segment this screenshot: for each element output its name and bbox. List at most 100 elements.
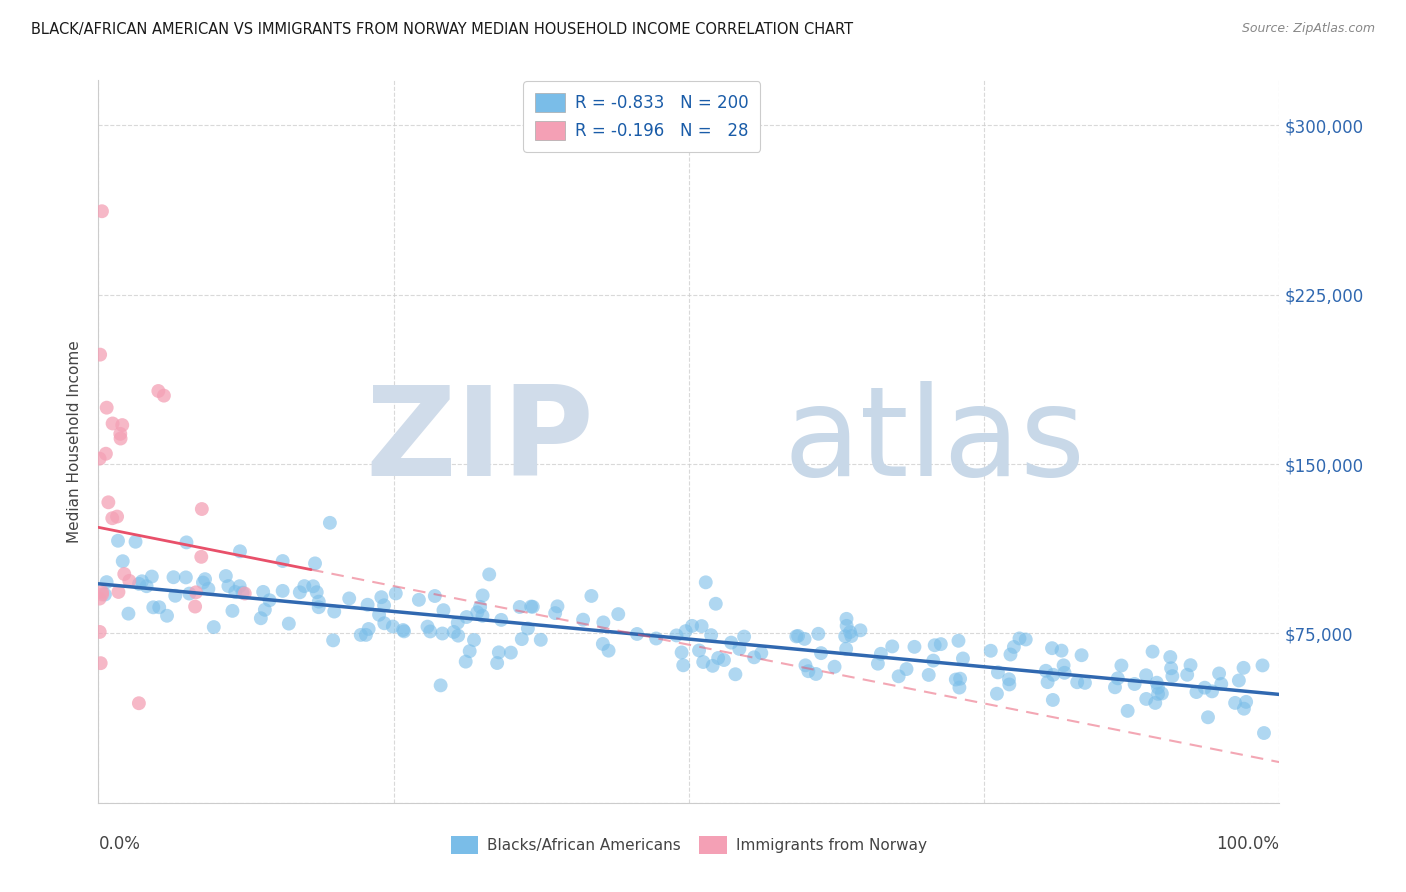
Text: BLACK/AFRICAN AMERICAN VS IMMIGRANTS FROM NORWAY MEDIAN HOUSEHOLD INCOME CORRELA: BLACK/AFRICAN AMERICAN VS IMMIGRANTS FRO… [31, 22, 853, 37]
Point [105, 509, 128, 524]
Point [785, 629, 807, 643]
Point [522, 599, 544, 614]
Point [148, 600, 170, 615]
Point [1227, 673, 1250, 688]
Point [1135, 692, 1157, 706]
Point [97, 495, 120, 509]
Point [101, 511, 124, 525]
Point [704, 597, 727, 611]
Point [447, 615, 470, 630]
Point [107, 585, 129, 599]
Point [271, 583, 294, 598]
Point [131, 574, 153, 589]
Point [184, 599, 207, 614]
Point [174, 570, 197, 584]
Point [1035, 664, 1057, 678]
Point [357, 622, 380, 636]
Point [835, 641, 858, 656]
Point [232, 585, 254, 599]
Point [1175, 667, 1198, 681]
Point [1253, 726, 1275, 740]
Point [488, 645, 510, 659]
Point [91, 204, 114, 219]
Point [432, 626, 454, 640]
Point [89, 451, 111, 466]
Point [849, 624, 872, 638]
Point [224, 585, 246, 599]
Point [118, 574, 141, 588]
Point [142, 600, 165, 615]
Point [1002, 640, 1025, 654]
Point [804, 667, 827, 681]
Point [998, 677, 1021, 691]
Point [922, 654, 945, 668]
Point [1208, 666, 1230, 681]
Point [713, 653, 735, 667]
Point [1104, 680, 1126, 694]
Point [1053, 665, 1076, 680]
Point [89, 348, 111, 362]
Point [419, 624, 441, 639]
Point [870, 647, 893, 661]
Point [945, 673, 967, 687]
Point [1201, 684, 1223, 698]
Point [882, 640, 904, 654]
Point [948, 681, 970, 695]
Point [546, 599, 568, 614]
Point [305, 585, 328, 599]
Point [128, 577, 150, 591]
Point [626, 627, 648, 641]
Point [986, 687, 1008, 701]
Point [980, 644, 1002, 658]
Point [215, 569, 238, 583]
Point [700, 628, 723, 642]
Point [607, 607, 630, 621]
Point [824, 659, 846, 673]
Point [1123, 677, 1146, 691]
Point [572, 613, 595, 627]
Point [1185, 685, 1208, 699]
Point [373, 616, 395, 631]
Point [581, 589, 603, 603]
Point [456, 610, 478, 624]
Point [1251, 658, 1274, 673]
Point [592, 637, 614, 651]
Point [1159, 650, 1181, 665]
Point [1160, 661, 1182, 675]
Point [1223, 696, 1246, 710]
Point [463, 633, 485, 648]
Point [221, 604, 243, 618]
Point [728, 641, 751, 656]
Point [598, 643, 620, 657]
Point [141, 569, 163, 583]
Point [111, 554, 134, 568]
Point [807, 627, 830, 641]
Point [1135, 668, 1157, 682]
Text: 0.0%: 0.0% [98, 835, 141, 854]
Point [165, 589, 187, 603]
Point [949, 672, 972, 686]
Point [124, 534, 146, 549]
Point [392, 624, 415, 639]
Point [1197, 710, 1219, 724]
Point [96, 575, 118, 590]
Point [184, 585, 207, 599]
Point [454, 655, 477, 669]
Point [373, 599, 395, 613]
Point [308, 594, 330, 608]
Point [948, 633, 970, 648]
Point [319, 516, 342, 530]
Point [179, 586, 201, 600]
Point [250, 611, 273, 625]
Point [793, 632, 815, 646]
Point [356, 598, 378, 612]
Point [233, 586, 256, 600]
Point [194, 572, 217, 586]
Point [688, 643, 710, 657]
Point [308, 600, 330, 615]
Point [370, 591, 392, 605]
Point [987, 665, 1010, 680]
Point [259, 593, 281, 607]
Point [101, 417, 124, 431]
Point [1042, 693, 1064, 707]
